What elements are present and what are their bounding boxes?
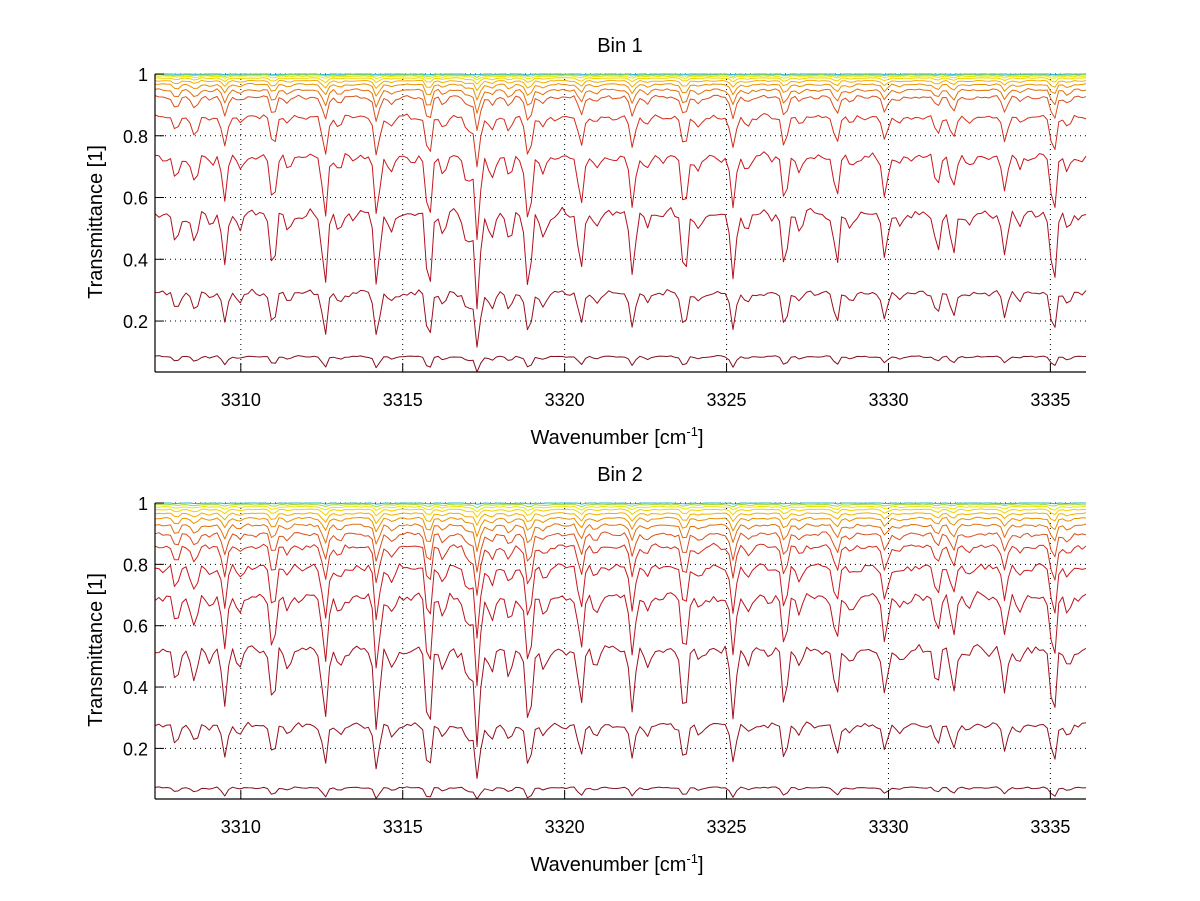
series-line-curve-7	[154, 88, 1087, 114]
x-tick-label: 3315	[383, 390, 423, 410]
axes	[154, 502, 1086, 800]
x-tick-label: 3315	[383, 817, 423, 837]
series-line-curve-11	[154, 591, 1087, 687]
series-line-curve-8	[154, 531, 1087, 573]
y-tick-label: 0.6	[123, 617, 148, 637]
series-line-curve-6	[154, 83, 1087, 101]
y-tick-label: 0.8	[123, 555, 148, 575]
y-tick-label: 0.4	[123, 678, 148, 698]
x-tick-labels: 3310 3315 3320 3325 3330 3335	[221, 817, 1071, 837]
y-tick-labels: 0.2 0.4 0.6 0.8 1	[123, 65, 148, 332]
series-line-curve-4	[154, 77, 1087, 85]
axes	[154, 73, 1086, 373]
plot-title: Bin 1	[597, 35, 643, 57]
series-line-curve-1	[154, 502, 1086, 505]
series-line-curve-6	[155, 516, 1087, 538]
y-axis-label: Transmittance [1]	[85, 145, 107, 299]
series-group	[154, 73, 1087, 373]
x-tick-labels: 3310 3315 3320 3325 3330 3335	[221, 390, 1071, 410]
series-line-curve-4	[154, 508, 1087, 518]
series-line-curve-10	[154, 562, 1087, 639]
series-line-curve-8	[154, 94, 1087, 131]
series-line-curve-5	[154, 512, 1087, 526]
y-tick-label: 0.2	[123, 312, 148, 332]
series-line-curve-7	[154, 523, 1087, 552]
y-tick-label: 0.6	[123, 189, 148, 209]
x-tick-label: 3335	[1030, 817, 1070, 837]
series-line-curve-5	[154, 79, 1087, 91]
series-line-curve-13	[154, 355, 1087, 373]
x-tick-label: 3325	[707, 817, 747, 837]
x-tick-label: 3330	[868, 390, 908, 410]
series-line-curve-13	[154, 721, 1087, 779]
series-group	[154, 502, 1087, 800]
series-line-curve-1	[155, 73, 1087, 76]
y-tick-label: 0.8	[123, 127, 148, 147]
series-line-curve-2	[154, 74, 1087, 78]
y-axis-label: Transmittance [1]	[85, 573, 107, 727]
y-tick-label: 1	[138, 494, 148, 514]
x-tick-label: 3310	[221, 390, 261, 410]
y-tick-label: 0.2	[123, 739, 148, 759]
series-line-curve-3	[154, 75, 1087, 81]
series-line-curve-11	[154, 206, 1087, 310]
x-axis-label: Wavenumber [cm-1]	[530, 851, 703, 876]
y-tick-label: 0.4	[123, 250, 148, 270]
series-line-curve-2	[154, 503, 1087, 509]
series-line-curve-10	[154, 151, 1087, 241]
series-line-curve-9	[154, 113, 1087, 168]
y-tick-label: 1	[138, 65, 148, 85]
x-tick-label: 3320	[545, 390, 585, 410]
series-line-curve-3	[154, 505, 1087, 513]
x-tick-label: 3325	[707, 390, 747, 410]
x-tick-label: 3320	[545, 817, 585, 837]
plot-title: Bin 2	[597, 464, 643, 486]
x-tick-label: 3310	[221, 817, 261, 837]
x-tick-label: 3335	[1030, 390, 1070, 410]
subplot-bin-2: Bin 2 3310 3315 3320 3325 3330 3335 0.2 0.4 0.6…	[85, 464, 1087, 876]
x-tick-label: 3330	[868, 817, 908, 837]
subplot-bin-1: Bin 1 3310 3315 3320 3325 3330 3335 0.2 0.4 0.6…	[85, 35, 1087, 449]
grid	[155, 73, 1086, 372]
y-tick-labels: 0.2 0.4 0.6 0.8 1	[123, 494, 148, 759]
series-line-curve-12	[154, 288, 1087, 348]
series-line-curve-14	[154, 786, 1087, 800]
series-line-curve-9	[154, 542, 1087, 596]
x-axis-label: Wavenumber [cm-1]	[530, 424, 703, 449]
series-line-curve-12	[154, 644, 1087, 748]
